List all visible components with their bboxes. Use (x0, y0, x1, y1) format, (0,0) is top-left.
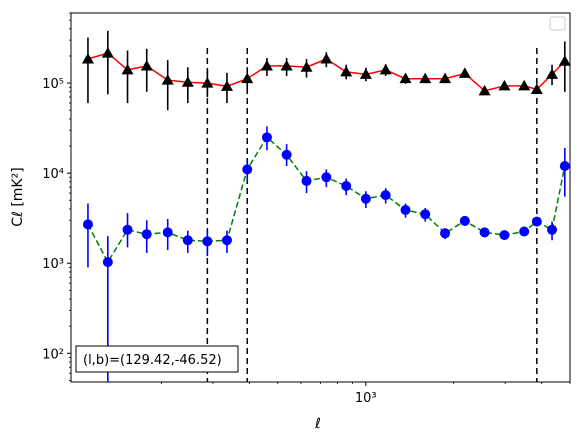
upper-point (241, 72, 254, 84)
upper-series (81, 30, 571, 111)
y-axis-label: Cℓ [mK²] (10, 167, 26, 226)
upper-point (340, 65, 353, 77)
lower-point (459, 215, 470, 226)
x-tick-label: 10³ (355, 391, 377, 406)
legend[interactable] (549, 16, 566, 31)
lower-point (221, 235, 232, 246)
upper-point (320, 53, 333, 64)
lower-point (547, 224, 558, 235)
lower-point (82, 219, 93, 230)
upper-point (546, 68, 559, 79)
plot-area (81, 30, 571, 382)
lower-point (519, 226, 530, 237)
upper-point (280, 59, 293, 71)
lower-point (479, 227, 490, 238)
x-axis-label: ℓ (314, 416, 321, 432)
lower-point (380, 190, 391, 201)
upper-point (220, 80, 233, 91)
upper-point (359, 68, 372, 79)
annotation-text: (l,b)=(129.42,-46.52) (83, 353, 222, 368)
upper-point (518, 79, 531, 91)
upper-point (478, 84, 491, 96)
upper-point (379, 63, 392, 75)
upper-point (140, 59, 153, 71)
lower-point (242, 164, 253, 175)
annotation-box: (l,b)=(129.42,-46.52) (75, 345, 239, 373)
legend-box (549, 16, 566, 31)
upper-point (558, 55, 571, 66)
upper-point (399, 72, 412, 84)
lower-point (261, 132, 272, 143)
lower-point (202, 236, 213, 247)
lower-point (420, 209, 431, 220)
upper-point (181, 76, 194, 87)
upper-point (498, 79, 511, 91)
lower-point (141, 229, 152, 240)
lower-line (87, 136, 566, 264)
upper-point (300, 61, 313, 72)
upper-point (419, 72, 432, 84)
upper-point (458, 67, 471, 78)
lower-point (360, 193, 371, 204)
upper-point (101, 47, 114, 58)
y-tick-label: 10³ (42, 257, 64, 272)
lower-point (102, 257, 113, 268)
lower-series (82, 126, 570, 382)
lower-point (162, 227, 173, 238)
y-tick-label: 10² (42, 347, 64, 362)
lower-point (301, 175, 312, 186)
lower-point (281, 149, 292, 160)
upper-point (201, 77, 214, 88)
lower-point (440, 228, 451, 239)
upper-point (439, 72, 452, 84)
lower-point (400, 204, 411, 215)
lower-point (122, 224, 133, 235)
lower-point (341, 181, 352, 192)
lower-point (182, 235, 193, 246)
y-tick-label: 10⁴ (42, 167, 64, 182)
upper-point (81, 53, 94, 64)
lower-point (499, 230, 510, 241)
upper-point (161, 74, 174, 85)
lower-point (531, 216, 542, 227)
upper-point (121, 63, 134, 75)
lower-point (559, 161, 570, 172)
lower-point (321, 172, 332, 183)
axis-ticks: 10² 10³ 10⁴ 10⁵ 10³ (42, 12, 571, 406)
upper-point (260, 59, 273, 71)
reference-lines (206, 48, 538, 382)
upper-point (530, 83, 543, 94)
y-tick-label: 10⁵ (42, 77, 64, 92)
